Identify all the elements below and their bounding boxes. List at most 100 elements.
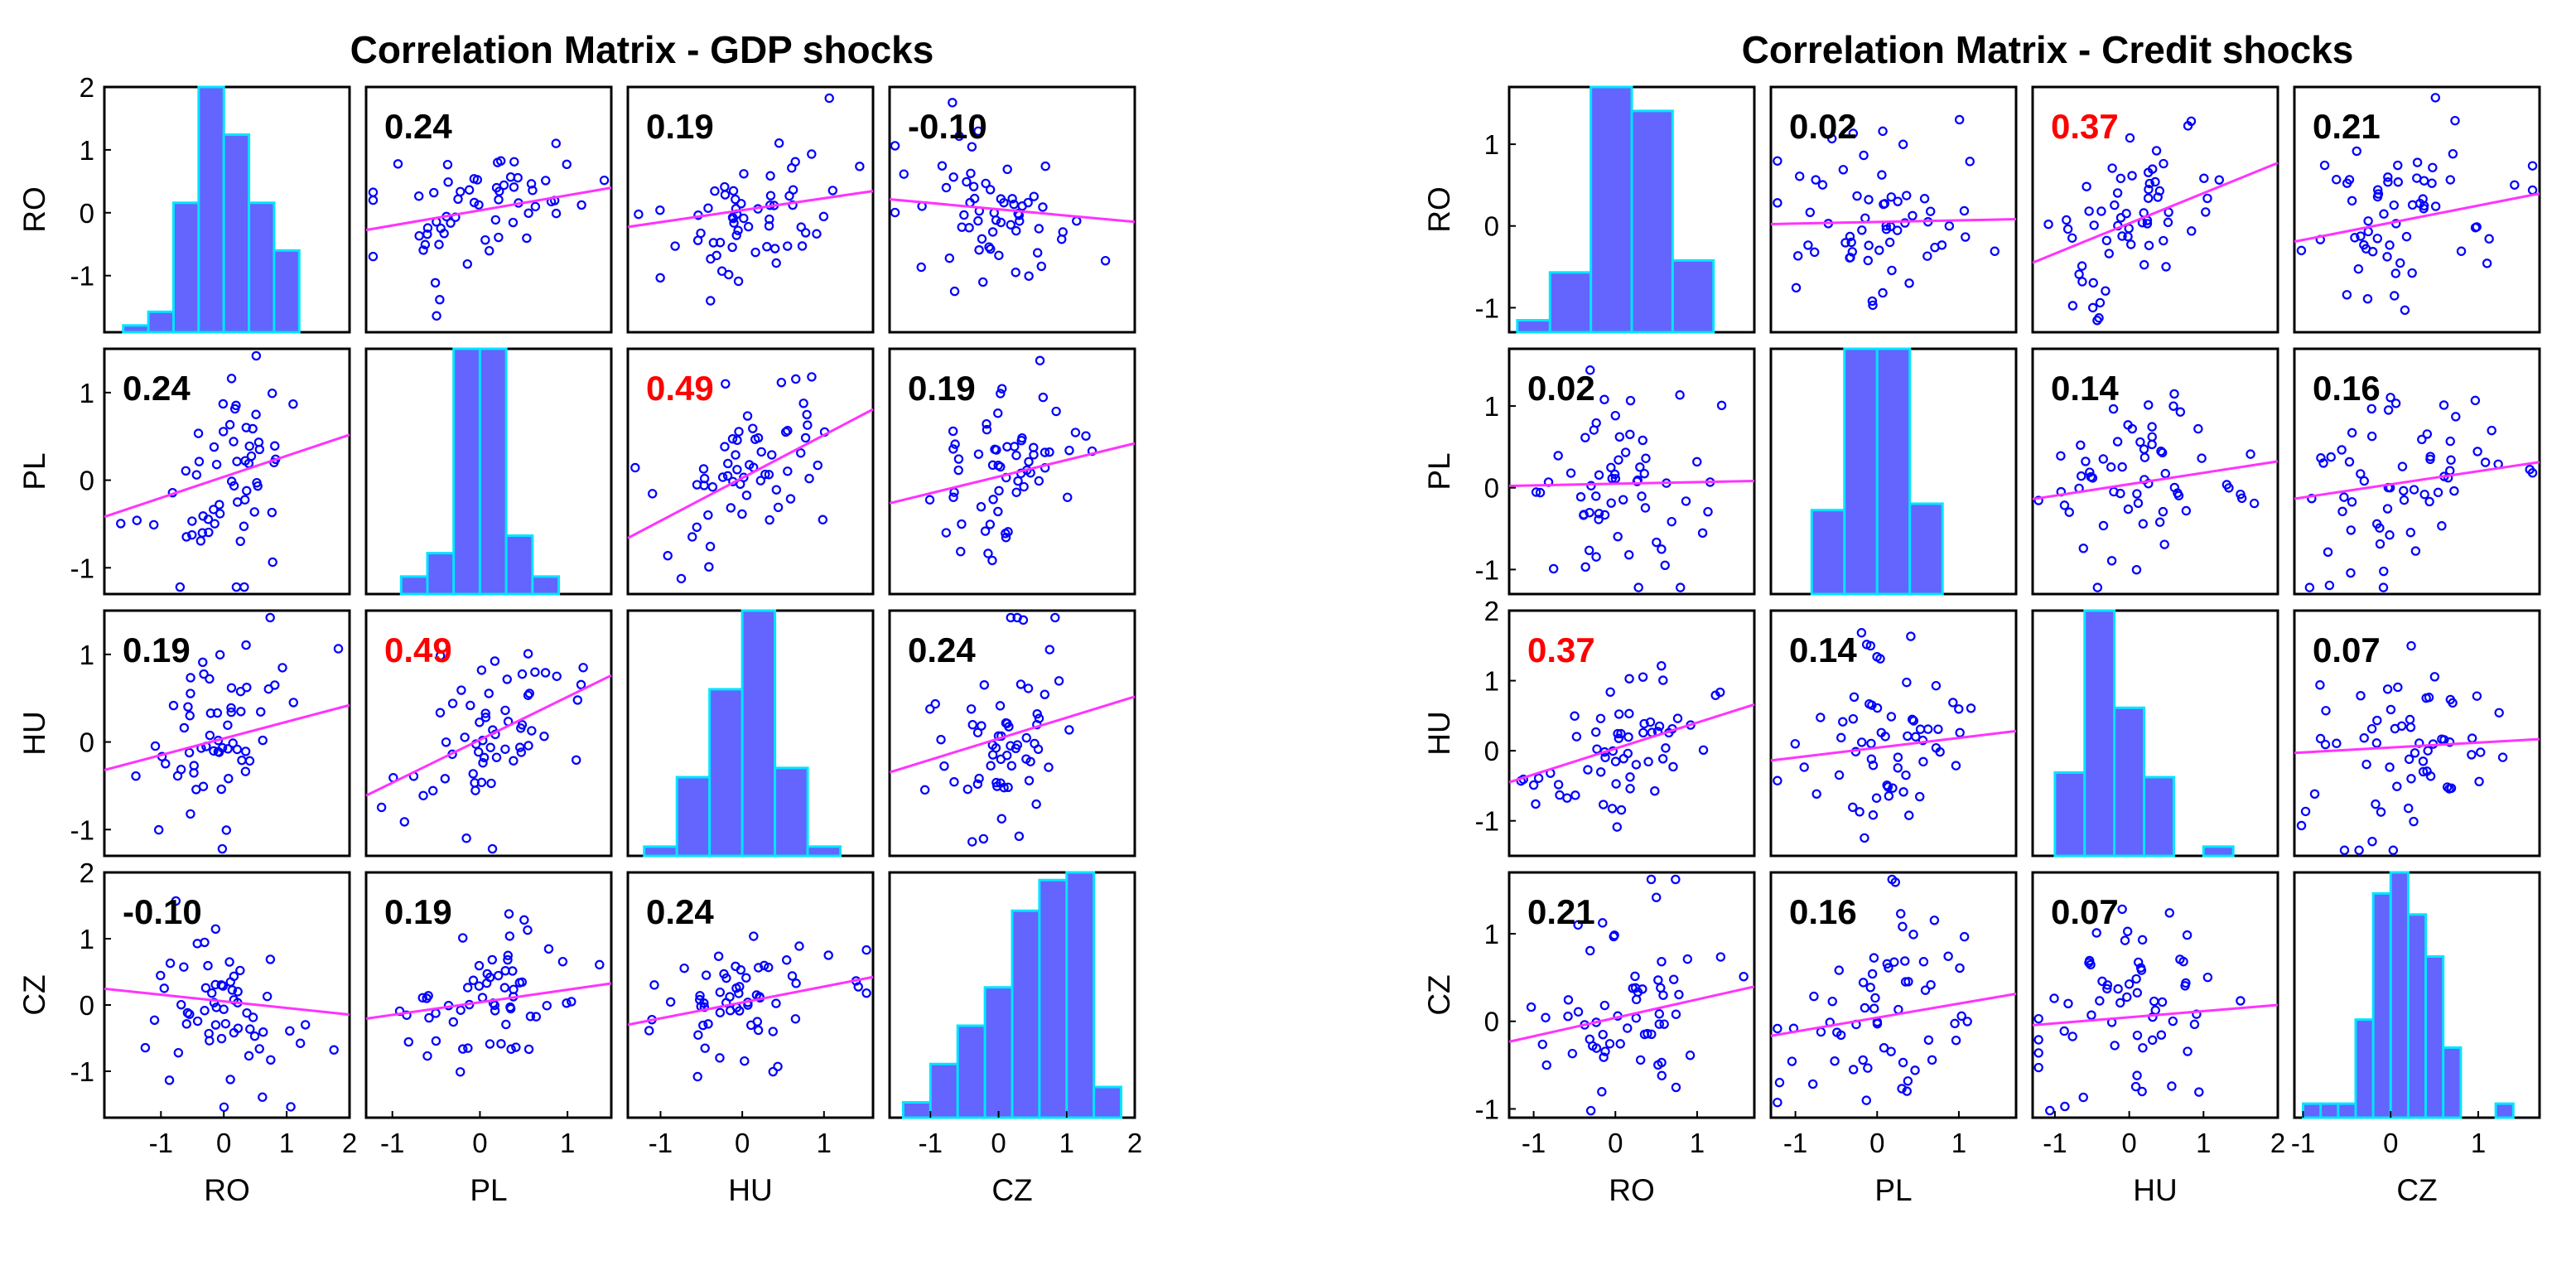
scatter-point bbox=[1681, 496, 1691, 506]
scatter-point bbox=[2063, 998, 2073, 1008]
scatter-point bbox=[164, 1075, 175, 1085]
x-tick-label: 2 bbox=[342, 1128, 357, 1158]
scatter-point bbox=[181, 1019, 191, 1029]
scatter-point bbox=[1773, 198, 1782, 208]
correlation-label: 0.02 bbox=[1789, 107, 1857, 146]
scatter-point bbox=[788, 185, 798, 195]
scatter-point bbox=[481, 978, 492, 988]
scatter-point bbox=[1893, 752, 1903, 762]
scatter-point bbox=[1827, 996, 1837, 1007]
scatter-point bbox=[773, 1061, 783, 1071]
scatter-point bbox=[1606, 498, 1616, 508]
histogram-bar bbox=[1589, 85, 1633, 334]
scatter-point bbox=[216, 1033, 227, 1044]
y-tick-label: -1 bbox=[70, 261, 94, 292]
scatter-point bbox=[2150, 176, 2160, 187]
scatter-point bbox=[823, 950, 833, 960]
scatter-point bbox=[2062, 215, 2072, 225]
scatter-point bbox=[2189, 1019, 2200, 1030]
x-tick-label: 1 bbox=[279, 1128, 294, 1158]
scatter-point bbox=[698, 464, 709, 474]
scatter-point bbox=[973, 126, 983, 136]
scatter-point bbox=[687, 532, 697, 542]
scatter-point bbox=[2389, 200, 2399, 210]
scatter-point bbox=[2126, 239, 2136, 249]
scatter-point bbox=[2154, 517, 2165, 527]
scatter-point bbox=[1990, 246, 2000, 256]
scatter-point bbox=[183, 702, 193, 712]
histogram-bar bbox=[531, 575, 561, 596]
scatter-point bbox=[1869, 953, 1879, 963]
scatter-point bbox=[2397, 461, 2408, 471]
scatter-point bbox=[242, 682, 252, 693]
scatter-point bbox=[1889, 957, 1899, 967]
scatter-point bbox=[509, 182, 519, 192]
scatter-point bbox=[2147, 164, 2158, 174]
scatter-point bbox=[1860, 833, 1869, 843]
scatter-point bbox=[2393, 177, 2403, 187]
scatter-point bbox=[1034, 713, 1044, 723]
scatter-point bbox=[485, 245, 494, 256]
scatter-point bbox=[2123, 504, 2134, 515]
scatter-point bbox=[1024, 457, 1034, 467]
scatter-point bbox=[1580, 562, 1590, 573]
scatter-point bbox=[2202, 193, 2212, 204]
scatter-point bbox=[2033, 1035, 2043, 1045]
scatter-point bbox=[2372, 191, 2383, 202]
scatter-point bbox=[974, 773, 984, 784]
correlation-label: 0.02 bbox=[1527, 369, 1595, 408]
scatter-point bbox=[1838, 165, 1849, 175]
scatter-point bbox=[2382, 684, 2393, 694]
scatter-point bbox=[2366, 723, 2377, 734]
scatter-point bbox=[1618, 753, 1628, 764]
scatter-point bbox=[2366, 403, 2376, 414]
scatter-point bbox=[1955, 727, 1965, 738]
scatter-point bbox=[491, 752, 502, 762]
scatter-point bbox=[199, 669, 209, 679]
scatter-point bbox=[983, 548, 993, 558]
scatter-point bbox=[1944, 221, 1955, 231]
scatter-point bbox=[1592, 744, 1602, 754]
scatter-point bbox=[1541, 1012, 1551, 1022]
scatter-point bbox=[531, 1012, 542, 1022]
scatter-point bbox=[1902, 1086, 1912, 1096]
scatter-point bbox=[523, 649, 533, 659]
scatter-point bbox=[1635, 1055, 1646, 1065]
scatter-point bbox=[226, 374, 237, 384]
matrix-title: Correlation Matrix - Credit shocks bbox=[1742, 28, 2354, 71]
scatter-point bbox=[2175, 407, 2186, 417]
scatter-point bbox=[254, 1044, 264, 1054]
scatter-point bbox=[1897, 1084, 1907, 1094]
scatter-point bbox=[785, 494, 796, 504]
histogram-bar bbox=[452, 347, 481, 596]
scatter-point bbox=[765, 515, 774, 525]
scatter-point bbox=[1591, 418, 1601, 428]
scatter-point bbox=[418, 790, 428, 800]
scatter-point bbox=[720, 181, 730, 192]
scatter-point bbox=[1653, 975, 1663, 985]
histogram-bar bbox=[740, 609, 777, 858]
scatter-point bbox=[1652, 537, 1662, 548]
scatter-point bbox=[1902, 191, 1912, 201]
scatter-point bbox=[1006, 761, 1017, 771]
histogram-bar bbox=[197, 85, 225, 334]
scatter-point bbox=[2156, 446, 2166, 457]
histogram-bar bbox=[1843, 347, 1879, 596]
scatter-point bbox=[1863, 255, 1873, 266]
scatter-point bbox=[541, 176, 551, 186]
scatter-point bbox=[2049, 993, 2059, 1003]
scatter-point bbox=[1816, 713, 1826, 722]
cell-frame bbox=[1769, 871, 2018, 1119]
scatter-point bbox=[988, 495, 998, 505]
scatter-point bbox=[1004, 722, 1014, 732]
scatter-point bbox=[1585, 945, 1595, 956]
scatter-point bbox=[2467, 750, 2477, 760]
scatter-point bbox=[930, 698, 940, 709]
scatter-point bbox=[1900, 956, 1910, 966]
scatter-point bbox=[705, 541, 716, 552]
scatter-point bbox=[743, 221, 754, 232]
scatter-point bbox=[2221, 480, 2232, 490]
scatter-point bbox=[1966, 703, 1976, 713]
scatter-point bbox=[954, 131, 964, 142]
scatter-point bbox=[2124, 979, 2135, 989]
